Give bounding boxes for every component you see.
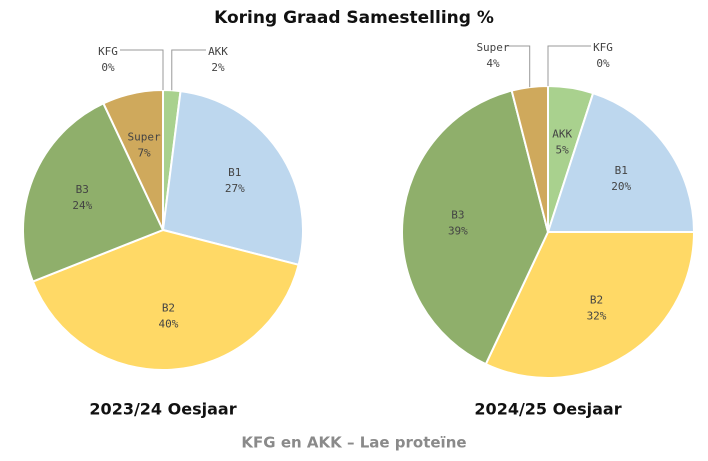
slice-value: 2% (211, 61, 225, 74)
leader-line (120, 49, 164, 90)
slice-name: AKK (208, 45, 228, 58)
pie-title: 2024/25 Oesjaar (474, 400, 621, 419)
slice-value: 0% (596, 57, 610, 70)
slice-name: KFG (593, 41, 613, 54)
leader-line (505, 45, 531, 88)
slice-value: 4% (486, 57, 500, 70)
slice-name: Super (128, 130, 161, 143)
pie-slice (22, 101, 165, 283)
leader-line (547, 45, 591, 86)
slice-value: 27% (225, 182, 245, 195)
slice-value: 0% (101, 61, 115, 74)
slice-name: B2 (590, 293, 603, 306)
slice-value: 32% (587, 309, 607, 322)
pie-slice (161, 89, 304, 267)
slice-name: B1 (228, 166, 241, 179)
slice-name: AKK (552, 128, 572, 141)
slice-value: 20% (611, 180, 631, 193)
footnote: KFG en AKK – Lae proteïne (241, 434, 466, 452)
pie-slice (31, 228, 300, 371)
slice-value: 24% (72, 199, 92, 212)
pie-slice (401, 89, 550, 366)
slice-name: B2 (162, 302, 175, 315)
slice-name: B3 (451, 208, 464, 221)
slice-value: 40% (159, 318, 179, 331)
slice-name: KFG (98, 45, 118, 58)
chart-title: Koring Graad Samestelling % (214, 8, 494, 28)
slice-value: 7% (137, 146, 151, 159)
slice-name: Super (476, 41, 509, 54)
pie-title: 2023/24 Oesjaar (89, 400, 236, 419)
slice-value: 39% (448, 224, 468, 237)
leader-line (171, 49, 206, 91)
slice-name: B1 (615, 164, 628, 177)
slice-name: B3 (76, 183, 89, 196)
slice-value: 5% (556, 144, 570, 157)
pie-slice (484, 231, 696, 379)
pie-slice (546, 91, 696, 233)
